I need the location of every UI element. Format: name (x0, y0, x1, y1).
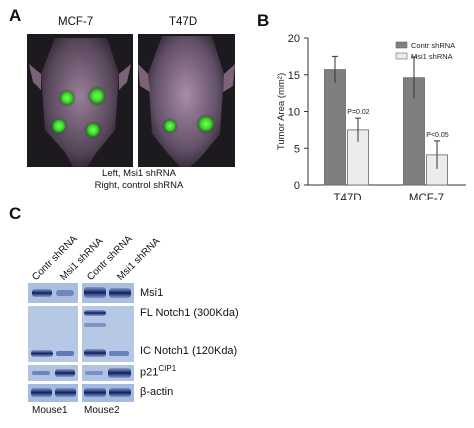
image-title-t47d: T47D (169, 16, 198, 28)
legend-swatch (395, 52, 408, 60)
p21-base: p21 (140, 366, 159, 379)
y-tick-label: 5 (294, 143, 300, 155)
y-axis-label: Tumor Area (mm²) (276, 73, 287, 150)
band-label-p21: p21CIP1 (140, 364, 176, 379)
band-label-ic-notch1: IC Notch1 (120Kda) (140, 345, 238, 357)
panel-c-letter: C (9, 204, 22, 223)
panel-a-letter: A (9, 6, 22, 25)
mouse-label-2: Mouse2 (84, 405, 120, 416)
legend-label: Msi1 shRNA (411, 52, 453, 61)
legend-swatch (395, 41, 408, 49)
legend-label: Contr shRNA (411, 41, 455, 50)
caption-line-left: Left, Msi1 shRNA (102, 168, 176, 179)
image-title-mcf7: MCF-7 (58, 16, 94, 28)
tumor-area-chart: 0 5 10 15 20 Tumor Area (mm²) T47D P=0.02 MCF-7 P… (276, 33, 466, 200)
p-value-annotation: P=0.02 (347, 109, 369, 116)
x-category-label: T47D (333, 193, 361, 200)
y-tick-label: 10 (288, 107, 300, 119)
p-value-annotation: P<0.05 (426, 132, 448, 139)
bar (324, 69, 346, 186)
p21-superscript: CIP1 (158, 364, 177, 373)
y-tick-label: 15 (288, 70, 300, 82)
y-tick-label: 0 (294, 180, 300, 192)
band-label-actin: β-actin (140, 386, 174, 398)
caption-line-right: Right, control shRNA (94, 180, 184, 191)
band-label-fl-notch1: FL Notch1 (300Kda) (140, 307, 239, 319)
panel-b-letter: B (257, 11, 270, 30)
y-tick-label: 20 (288, 33, 300, 45)
mouse-image-t47d (138, 34, 235, 167)
mouse-image-mcf7 (27, 34, 133, 167)
x-category-label: MCF-7 (409, 193, 444, 200)
band-label-msi1: Msi1 (140, 287, 164, 299)
panel-a-caption: Left, Msi1 shRNA Right, control shRNA (74, 168, 204, 192)
mouse-label-1: Mouse1 (32, 405, 68, 416)
western-blot (28, 283, 134, 402)
